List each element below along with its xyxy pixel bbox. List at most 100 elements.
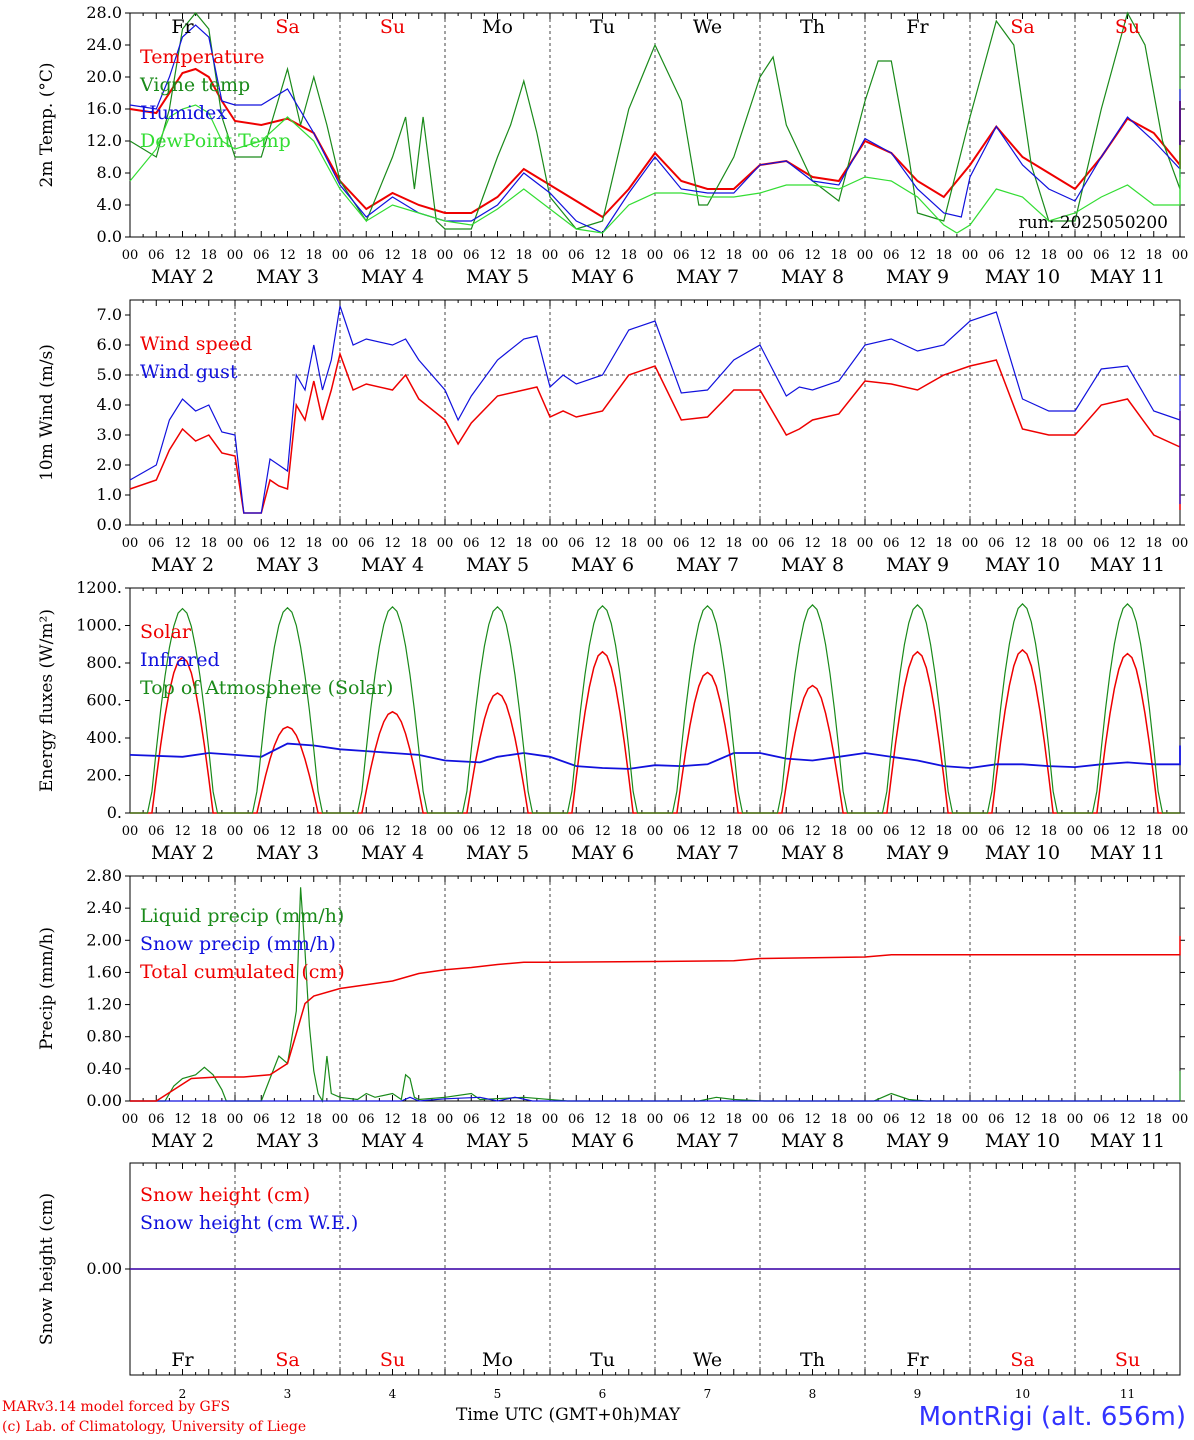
hour-tick-label: 06 — [988, 1112, 1005, 1127]
date-label: MAY 4 — [361, 554, 424, 576]
series-line-2 — [129, 11, 1181, 230]
hour-tick-label: 12 — [174, 248, 191, 263]
y-tick-label: 2.00 — [86, 930, 122, 949]
hour-tick-label: 18 — [935, 536, 952, 551]
hour-tick-label: 18 — [410, 248, 427, 263]
date-label: MAY 5 — [466, 266, 529, 288]
weekday-label-top: Fr — [906, 16, 929, 38]
weekday-label-bottom: Sa — [275, 1349, 299, 1371]
hour-tick-label: 18 — [620, 536, 637, 551]
hour-tick-label: 00 — [857, 824, 874, 839]
hour-tick-label: 00 — [542, 248, 559, 263]
date-label: MAY 8 — [781, 554, 844, 576]
hour-tick-label: 00 — [227, 824, 244, 839]
date-label: MAY 7 — [676, 1130, 739, 1152]
hour-tick-label: 12 — [594, 1112, 611, 1127]
hour-tick-label: 06 — [883, 536, 900, 551]
hour-tick-label: 12 — [1119, 536, 1136, 551]
hour-tick-label: 00 — [227, 248, 244, 263]
day-number-label: 6 — [599, 1387, 607, 1401]
series-line-3 — [129, 24, 1181, 234]
y-tick-label: 1.60 — [86, 962, 122, 981]
weekday-label-bottom: Su — [1115, 1349, 1140, 1371]
hour-tick-label: 00 — [752, 536, 769, 551]
y-tick-label: 6.0 — [97, 335, 122, 354]
weekday-label-top: Su — [1115, 16, 1140, 38]
y-tick-label: 4.0 — [97, 195, 122, 214]
day-number-label: 11 — [1120, 1387, 1135, 1401]
date-label: MAY 2 — [151, 554, 214, 576]
hour-tick-label: 12 — [1014, 248, 1031, 263]
y-tick-label: 3.0 — [97, 425, 122, 444]
y-tick-label: 0.00 — [86, 1259, 122, 1278]
legend-entry: Top of Atmosphere (Solar) — [140, 677, 393, 699]
legend-entry: Total cumulated (cm) — [140, 961, 345, 983]
hour-tick-label: 00 — [122, 536, 139, 551]
hour-tick-label: 12 — [804, 536, 821, 551]
hour-tick-label: 12 — [384, 824, 401, 839]
hour-tick-label: 18 — [935, 1112, 952, 1127]
hour-tick-label: 18 — [1145, 536, 1162, 551]
date-label: MAY 5 — [466, 842, 529, 864]
hour-tick-label: 06 — [463, 824, 480, 839]
hour-tick-label: 00 — [332, 1112, 349, 1127]
hour-tick-label: 00 — [647, 248, 664, 263]
date-label: MAY 9 — [886, 842, 949, 864]
hour-tick-label: 00 — [752, 1112, 769, 1127]
hour-tick-label: 12 — [909, 536, 926, 551]
hour-tick-label: 12 — [594, 248, 611, 263]
hour-tick-label: 00 — [857, 248, 874, 263]
hour-tick-label: 12 — [384, 1112, 401, 1127]
date-label: MAY 2 — [151, 842, 214, 864]
hour-tick-label: 12 — [909, 248, 926, 263]
hour-tick-label: 18 — [1145, 1112, 1162, 1127]
y-tick-label: 1.20 — [86, 995, 122, 1014]
date-label: MAY 3 — [256, 842, 319, 864]
hour-tick-label: 18 — [1145, 824, 1162, 839]
hour-tick-label: 00 — [1172, 824, 1189, 839]
hour-tick-label: 18 — [830, 536, 847, 551]
y-tick-label: 4.0 — [97, 395, 122, 414]
y-tick-label: 0. — [107, 803, 122, 822]
time-axis-label: Time UTC (GMT+0h)MAY — [456, 1405, 681, 1425]
hour-tick-label: 18 — [305, 824, 322, 839]
hour-tick-label: 18 — [620, 1112, 637, 1127]
hour-tick-label: 12 — [1014, 824, 1031, 839]
hour-tick-label: 00 — [1067, 248, 1084, 263]
weekday-label-top: Th — [800, 16, 825, 38]
hour-tick-label: 00 — [542, 824, 559, 839]
hour-tick-label: 18 — [620, 248, 637, 263]
legend-entry: Humidex — [140, 102, 227, 124]
hour-tick-label: 06 — [883, 824, 900, 839]
hour-tick-label: 00 — [122, 1112, 139, 1127]
hour-tick-label: 06 — [253, 248, 270, 263]
date-label: MAY 10 — [985, 1130, 1060, 1152]
hour-tick-label: 06 — [358, 824, 375, 839]
series-line-3 — [130, 603, 1180, 814]
weekday-label-top: Fr — [171, 16, 194, 38]
weekday-label-top: Mo — [482, 16, 513, 38]
weekday-label-bottom: We — [693, 1349, 722, 1371]
hour-tick-label: 00 — [647, 824, 664, 839]
hour-tick-label: 18 — [515, 248, 532, 263]
hour-tick-label: 00 — [962, 248, 979, 263]
date-label: MAY 11 — [1090, 1130, 1165, 1152]
legend-entry: DewPoint Temp — [140, 130, 291, 152]
legend-entry: Snow height (cm W.E.) — [140, 1212, 358, 1234]
date-label: MAY 9 — [886, 266, 949, 288]
hour-tick-label: 18 — [200, 1112, 217, 1127]
hour-tick-label: 12 — [804, 824, 821, 839]
hour-tick-label: 18 — [200, 248, 217, 263]
weekday-label-top: We — [693, 16, 722, 38]
hour-tick-label: 06 — [463, 1112, 480, 1127]
date-label: MAY 9 — [886, 554, 949, 576]
y-axis-label: 2m Temp. (°C) — [37, 62, 57, 187]
date-label: MAY 8 — [781, 842, 844, 864]
y-tick-label: 7.0 — [97, 305, 122, 324]
date-label: MAY 10 — [985, 266, 1060, 288]
date-label: MAY 3 — [256, 1130, 319, 1152]
hour-tick-label: 18 — [725, 824, 742, 839]
credit-line-1: MARv3.14 model forced by GFS — [2, 1399, 231, 1415]
panel-4: 0.00 0.40 0.80 1.20 1.60 2.00 2.40 2.80 Precip (… — [37, 866, 1188, 1152]
hour-tick-label: 18 — [1145, 248, 1162, 263]
